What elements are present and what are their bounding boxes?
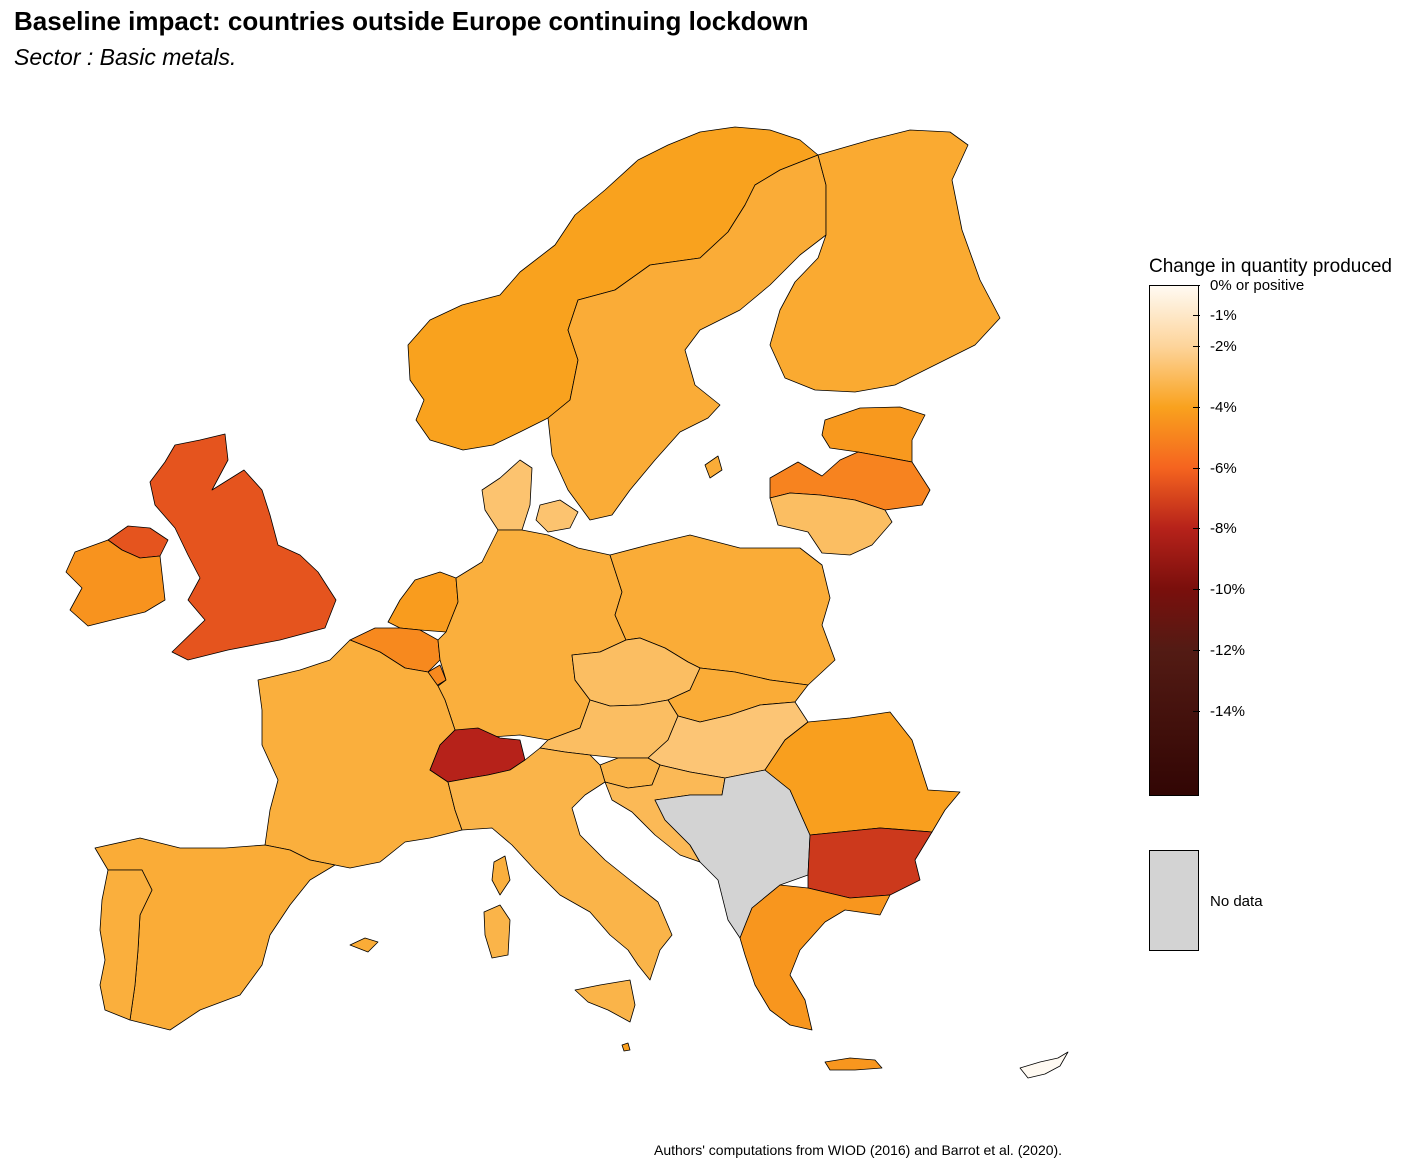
country-denmark — [481, 459, 533, 531]
legend-tick: 0% or positive — [1192, 277, 1304, 294]
country-portugal — [99, 869, 153, 1021]
country-finland — [769, 129, 1001, 393]
legend-tick-label: -10% — [1210, 581, 1246, 599]
country-greece-crete — [824, 1057, 883, 1071]
legend-tick: -4% — [1193, 399, 1237, 416]
legend-no-data-label: No data — [1210, 893, 1263, 910]
country-ireland — [65, 539, 166, 627]
country-spain-balearics — [349, 937, 379, 953]
legend-tick-label: -8% — [1210, 520, 1237, 538]
legend-tick-label: -6% — [1210, 459, 1237, 477]
country-uk — [149, 433, 337, 661]
country-italy-sardinia — [483, 904, 511, 959]
country-lithuania — [769, 492, 893, 556]
country-italy-sicily — [574, 979, 636, 1023]
legend-no-data-swatch — [1149, 850, 1199, 951]
country-sweden — [547, 154, 827, 521]
country-bulgaria — [807, 827, 933, 899]
legend-colorbar — [1149, 285, 1199, 796]
legend-tick-label: 0% or positive — [1210, 277, 1305, 294]
country-netherlands — [387, 571, 459, 633]
legend-tick: -2% — [1193, 338, 1237, 355]
legend-tick: -12% — [1192, 642, 1245, 659]
country-estonia — [821, 406, 926, 463]
legend-title: Change in quantity produced — [1149, 256, 1392, 277]
legend-tick: -14% — [1192, 703, 1245, 720]
legend-tick-label: -2% — [1210, 337, 1237, 355]
country-sweden-gotland — [704, 455, 723, 479]
country-france-corsica — [491, 855, 511, 896]
legend-tick-label: -14% — [1210, 702, 1246, 720]
country-malta — [621, 1042, 631, 1052]
legend-tick-label: -1% — [1210, 307, 1237, 325]
country-greece — [739, 884, 891, 1031]
legend-tick-label: -12% — [1210, 642, 1246, 659]
legend-tick: -8% — [1193, 520, 1237, 537]
map-title: Baseline impact: countries outside Europ… — [14, 6, 809, 36]
legend-tick-label: -4% — [1210, 398, 1237, 416]
map-subtitle: Sector : Basic metals. — [14, 44, 237, 70]
country-italy — [447, 747, 673, 981]
country-cyprus — [1019, 1051, 1069, 1079]
legend-tick: -10% — [1192, 581, 1245, 598]
country-denmark-islands — [535, 499, 579, 533]
legend-tick: -6% — [1193, 460, 1237, 477]
legend-tick: -1% — [1193, 307, 1237, 324]
source-caption: Authors' computations from WIOD (2016) a… — [654, 1142, 1063, 1158]
europe-choropleth-map — [65, 126, 1069, 1079]
